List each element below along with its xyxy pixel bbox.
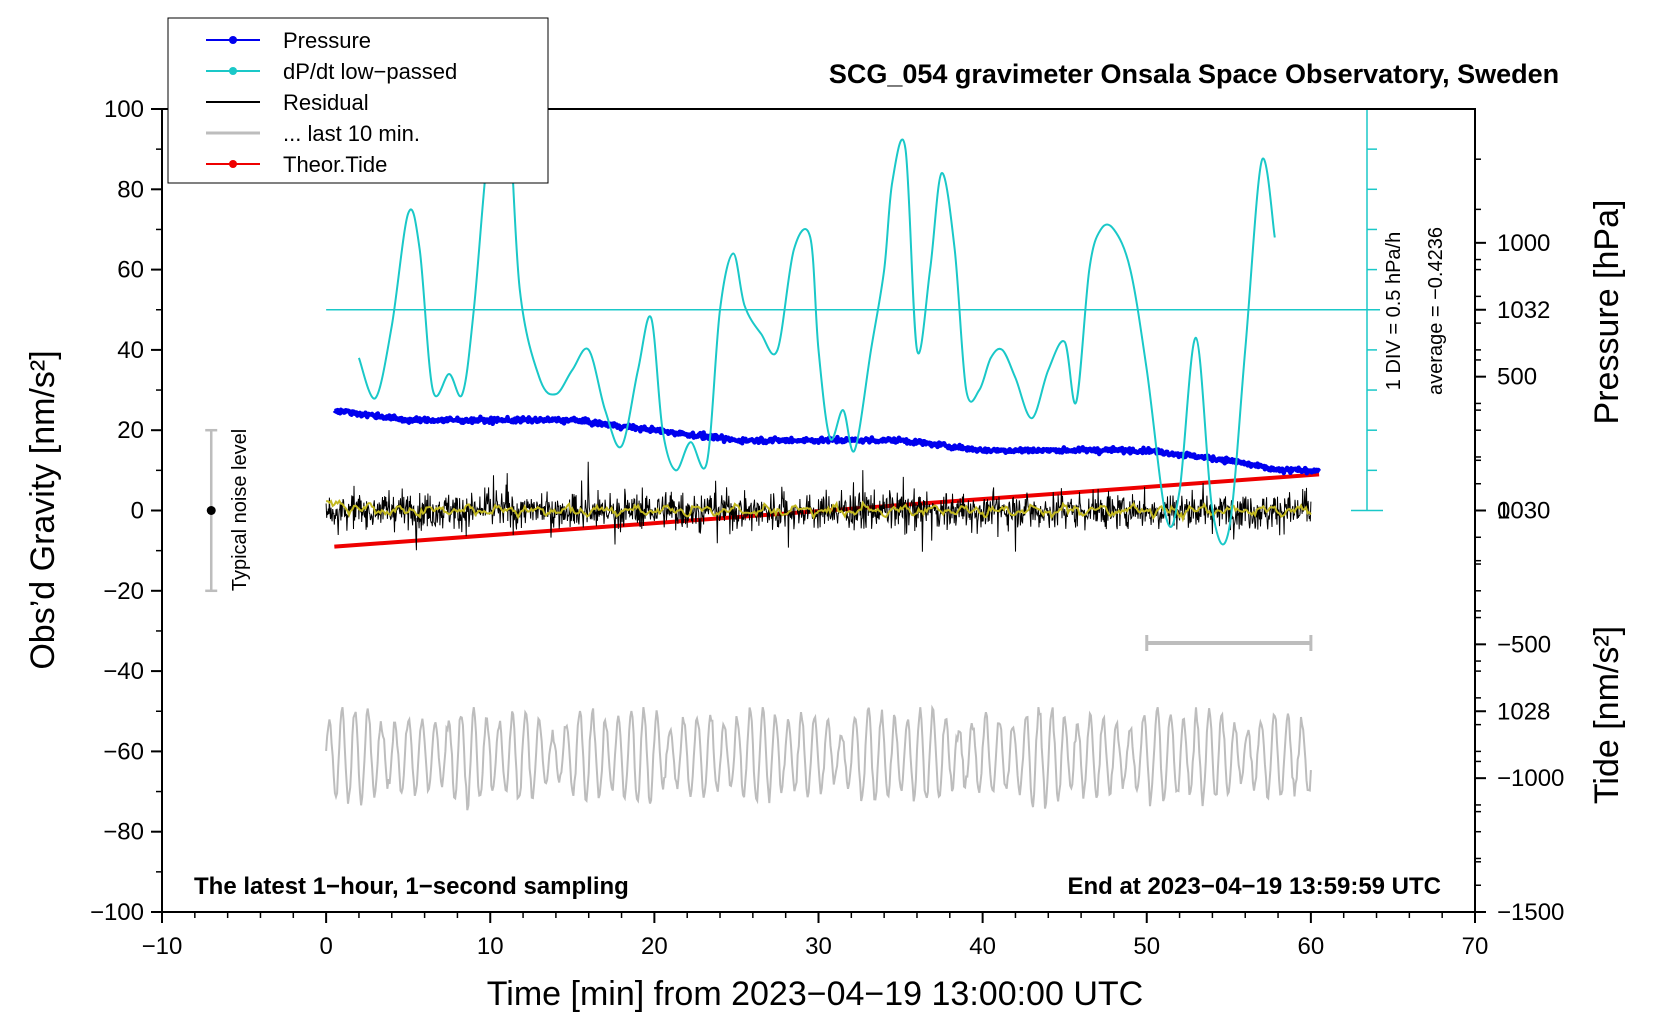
average-label: average = −0.4236 [1425, 227, 1447, 395]
last-10-min-trace [325, 704, 1312, 811]
y-axis-ticks: −100 −80 −60 −40 −20 0 20 40 60 80 100 [90, 96, 162, 926]
x-tick-label: 0 [319, 933, 332, 960]
noise-level-label: Typical noise level [229, 429, 251, 591]
tide-tick-label: −1500 [1497, 899, 1564, 926]
x-axis-title: Time [min] from 2023−04−19 13:00:00 UTC [487, 975, 1143, 1013]
legend-label: Theor.Tide [283, 152, 387, 177]
x-tick-label: 30 [805, 933, 832, 960]
pressure-tick-label: 1032 [1497, 297, 1550, 324]
x-tick-label: −10 [142, 933, 183, 960]
tide-tick-label: 0 [1497, 498, 1510, 525]
x-axis-ticks: −10 0 10 20 30 40 50 60 70 [142, 912, 1489, 960]
y-tick-label: 0 [131, 498, 144, 525]
y-tick-label: −60 [103, 738, 144, 765]
end-time-note: End at 2023−04−19 13:59:59 UTC [1067, 873, 1441, 900]
legend-label: ... last 10 min. [283, 121, 420, 146]
tide-tick-label: 1000 [1497, 230, 1550, 257]
legend: Pressure dP/dt low−passed Residual ... last… [167, 17, 549, 184]
y-tick-label: −100 [90, 899, 144, 926]
y-tick-label: −80 [103, 819, 144, 846]
x-tick-label: 40 [969, 933, 996, 960]
pressure-trace [332, 407, 1322, 476]
div-label: 1 DIV = 0.5 hPa/h [1383, 232, 1405, 390]
y-tick-label: 100 [104, 96, 144, 123]
y-tick-label: 60 [117, 257, 144, 284]
legend-label: Pressure [283, 28, 371, 53]
x-tick-label: 20 [641, 933, 668, 960]
x-tick-label: 10 [477, 933, 504, 960]
legend-label: dP/dt low−passed [283, 59, 457, 84]
tide-tick-label: 500 [1497, 364, 1537, 391]
pressure-tick-label: 1028 [1497, 698, 1550, 725]
tide-tick-label: −500 [1497, 631, 1551, 658]
tide-axis-title: Tide [nm/s²] [1588, 626, 1626, 804]
legend-swatch-marker [229, 67, 237, 75]
noise-bar-center-dot [206, 506, 216, 515]
y-tick-label: 80 [117, 176, 144, 203]
y-tick-label: 40 [117, 337, 144, 364]
y-axis-title: Obs’d Gravity [nm/s²] [24, 350, 62, 669]
legend-swatch-marker [229, 36, 237, 44]
legend-swatch-marker [229, 160, 237, 168]
pressure-axis-title: Pressure [hPa] [1588, 200, 1626, 425]
smoothed-residual-trace [326, 499, 1312, 523]
pressure-tick-label: 1030 [1497, 498, 1550, 525]
y-tick-label: −40 [103, 658, 144, 685]
y-tick-label: 20 [117, 417, 144, 444]
chart-title: SCG_054 gravimeter Onsala Space Observat… [829, 59, 1559, 89]
legend-label: Residual [283, 90, 369, 115]
tide-tick-label: −1000 [1497, 765, 1564, 792]
x-tick-label: 60 [1298, 933, 1325, 960]
x-tick-label: 70 [1462, 933, 1489, 960]
sampling-note: The latest 1−hour, 1−second sampling [194, 873, 629, 900]
x-tick-label: 50 [1133, 933, 1160, 960]
tide-axis-ticks: −1500 −1000 −500 0 500 1000 [1475, 230, 1564, 926]
pressure-axis-ticks: 1028 1030 1032 [1475, 158, 1550, 863]
legend-box [167, 17, 549, 184]
y-tick-label: −20 [103, 578, 144, 605]
